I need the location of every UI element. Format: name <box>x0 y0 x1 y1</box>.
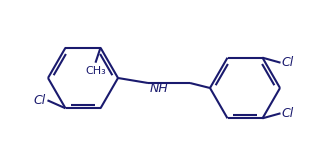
Text: Cl: Cl <box>33 94 45 107</box>
Text: CH₃: CH₃ <box>85 66 106 76</box>
Text: Cl: Cl <box>282 56 294 69</box>
Text: Cl: Cl <box>282 107 294 120</box>
Text: NH: NH <box>150 81 169 95</box>
